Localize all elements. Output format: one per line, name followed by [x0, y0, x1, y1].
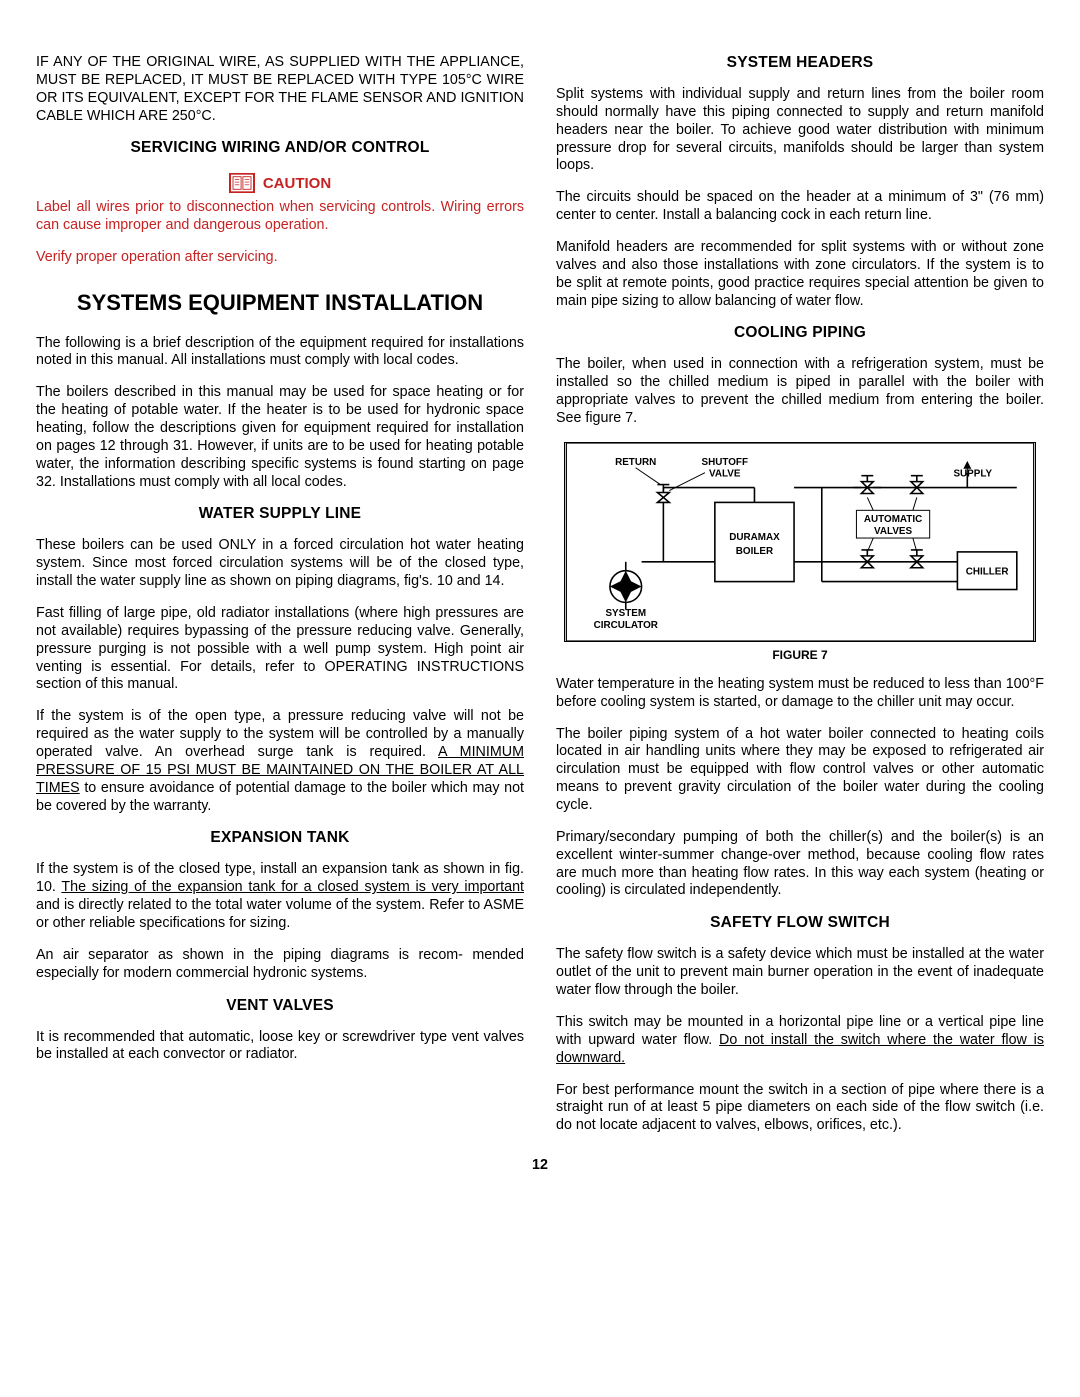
auto-label-2: VALVES [874, 526, 912, 537]
vent-p1: It is recommended that automatic, loose … [36, 1029, 524, 1065]
left-column: IF ANY OF THE ORIGINAL WIRE, AS SUPPLIED… [36, 54, 524, 1149]
figure-caption: FIGURE 7 [556, 648, 1044, 662]
exp-p2: An air separator as shown in the piping … [36, 947, 524, 983]
safety-p2: This switch may be mounted in a horizont… [556, 1014, 1044, 1068]
return-label: RETURN [615, 457, 656, 468]
sys-p2: The boilers described in this manual may… [36, 384, 524, 491]
caution-p1: Label all wires prior to disconnection w… [36, 199, 524, 235]
headers-heading: SYSTEM HEADERS [556, 54, 1044, 72]
cooling-p1: The boiler, when used in connection with… [556, 356, 1044, 427]
cooling-heading: COOLING PIPING [556, 324, 1044, 342]
vent-heading: VENT VALVES [36, 997, 524, 1015]
exp-p1b: and is directly related to the total wat… [36, 897, 524, 931]
safety-heading: SAFETY FLOW SWITCH [556, 914, 1044, 932]
shutoff-label: SHUTOFF [702, 457, 748, 468]
supply-label: SUPPLY [953, 469, 992, 480]
headers-p1: Split systems with individual supply and… [556, 86, 1044, 175]
cooling-p2: Water temperature in the heating system … [556, 676, 1044, 712]
water-p2: Fast filling of large pipe, old radiator… [36, 605, 524, 694]
circ-label-2: CIRCULATOR [594, 620, 658, 631]
boiler-label-2: BOILER [736, 546, 773, 557]
auto-label-1: AUTOMATIC [864, 514, 922, 525]
chiller-label: CHILLER [966, 567, 1009, 578]
boiler-label-1: DURAMAX [729, 532, 780, 543]
valve-label: VALVE [709, 469, 741, 480]
headers-p2: The circuits should be spaced on the hea… [556, 189, 1044, 225]
cooling-p3: The boiler piping system of a hot water … [556, 726, 1044, 815]
caution-p2: Verify proper operation after servicing. [36, 249, 524, 267]
right-column: SYSTEM HEADERS Split systems with indivi… [556, 54, 1044, 1149]
main-heading: SYSTEMS EQUIPMENT INSTALLATION [36, 289, 524, 317]
safety-p3: For best performance mount the switch in… [556, 1082, 1044, 1136]
water-heading: WATER SUPPLY LINE [36, 505, 524, 523]
exp-p1: If the system is of the closed type, ins… [36, 861, 524, 932]
cooling-p4: Primary/secondary pumping of both the ch… [556, 829, 1044, 900]
water-p1: These boilers can be used ONLY in a forc… [36, 537, 524, 591]
water-p3b: to ensure avoidance of potential damage … [36, 780, 524, 814]
exp-p1u: The sizing of the expansion tank for a c… [61, 879, 524, 895]
sys-p1: The following is a brief description of … [36, 335, 524, 371]
caution-label: CAUTION [263, 175, 331, 192]
servicing-heading: SERVICING WIRING AND/OR CONTROL [36, 139, 524, 157]
caution-icon [229, 173, 255, 193]
intro-wire-text: IF ANY OF THE ORIGINAL WIRE, AS SUPPLIED… [36, 54, 524, 125]
safety-p1: The safety flow switch is a safety devic… [556, 946, 1044, 1000]
water-p3: If the system is of the open type, a pre… [36, 708, 524, 815]
page-number: 12 [36, 1157, 1044, 1173]
circ-label-1: SYSTEM [605, 608, 646, 619]
headers-p3: Manifold headers are recommended for spl… [556, 239, 1044, 310]
figure-7-diagram: DURAMAX BOILER CHILLER SYSTEM CIRCULATOR [564, 442, 1036, 642]
exp-heading: EXPANSION TANK [36, 829, 524, 847]
caution-line: CAUTION [36, 173, 524, 193]
